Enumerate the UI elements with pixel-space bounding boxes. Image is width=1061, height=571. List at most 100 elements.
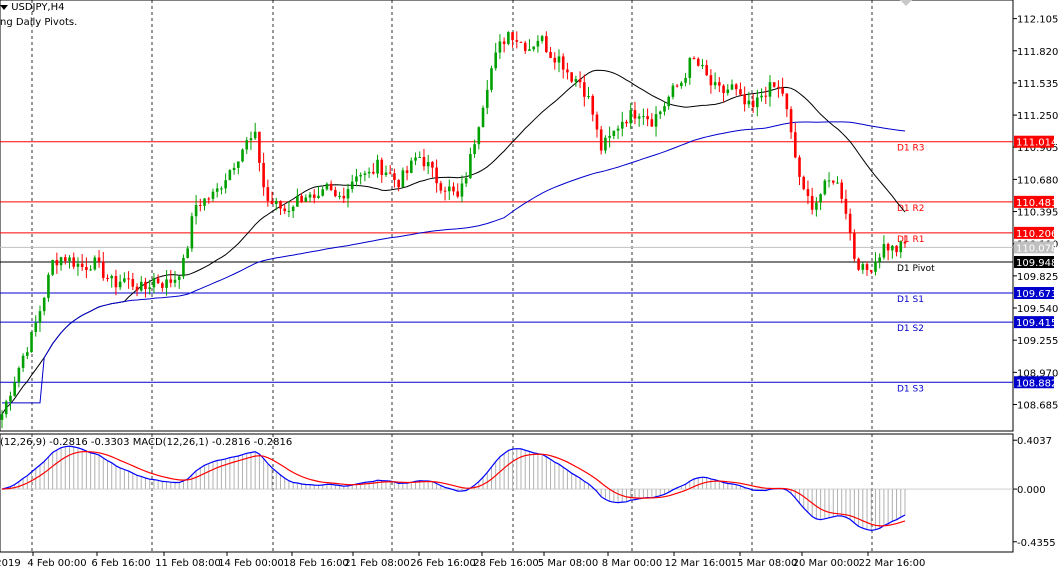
- candle-body: [4, 401, 8, 415]
- candle-body: [42, 297, 46, 312]
- candle-body: [865, 264, 869, 270]
- x-tick-label: 15 Mar 08:00: [731, 558, 798, 569]
- macd-tick-label: -0.4355: [1017, 538, 1056, 549]
- candle-body: [810, 195, 814, 210]
- pivot-lines: D1 R3 D1 R2 D1 R1 D1 Pivot D1 S1 D1 S2 D1 S3: [0, 141, 1013, 394]
- candle-body: [110, 276, 114, 279]
- candle-body: [688, 58, 692, 78]
- candle-body: [439, 183, 443, 191]
- candle-body: [325, 183, 329, 190]
- candle-body: [338, 195, 341, 197]
- x-tick-label: 2019: [0, 558, 21, 569]
- candle-body: [249, 138, 253, 141]
- candle-body: [583, 82, 586, 97]
- candle-body: [342, 195, 346, 199]
- candle-body: [899, 241, 903, 253]
- candle-body: [836, 182, 839, 184]
- candle-body: [511, 32, 514, 41]
- candle-body: [760, 95, 763, 98]
- x-tick-label: 11 Feb 08:00: [155, 558, 221, 569]
- candle-body: [410, 160, 413, 173]
- y-tick-label: 108.970: [1017, 368, 1058, 379]
- candle-body: [823, 180, 827, 195]
- pivot-price-tag: [1014, 255, 1054, 268]
- candle-body: [26, 352, 29, 356]
- candle-body: [566, 69, 569, 73]
- candle-body: [815, 202, 818, 210]
- pivot-price-tag: [1014, 195, 1054, 208]
- pivot-price-text: 109.415: [1016, 318, 1057, 329]
- y-tick-label: 110.395: [1017, 208, 1058, 219]
- candle-body: [549, 52, 552, 58]
- y-tick-label: 110.965: [1017, 143, 1058, 154]
- candle-body: [346, 189, 350, 199]
- candle-body: [523, 42, 527, 51]
- candle-body: [262, 162, 265, 188]
- candle-body: [431, 161, 434, 168]
- pivot-price-text: 109.673: [1016, 289, 1057, 300]
- candlesticks: [0, 31, 907, 429]
- candle-body: [148, 287, 151, 290]
- candle-body: [266, 187, 270, 201]
- candle-body: [80, 263, 84, 268]
- candle-body: [447, 186, 451, 192]
- candle-body: [97, 257, 101, 262]
- candle-body: [553, 57, 557, 63]
- candle-body: [186, 248, 189, 258]
- candle-body: [21, 355, 25, 368]
- candle-body: [882, 244, 886, 258]
- candle-body: [578, 79, 582, 83]
- candle-body: [654, 114, 658, 127]
- candle-body: [224, 180, 227, 189]
- x-tick-label: 14 Feb 00:00: [218, 558, 284, 569]
- candle-body: [680, 82, 683, 87]
- y-tick-label: 111.250: [1017, 111, 1058, 122]
- x-tick-label: 18 Feb 16:00: [283, 558, 349, 569]
- candle-body: [739, 89, 742, 95]
- candle-body: [519, 41, 523, 43]
- candle-body: [840, 182, 844, 199]
- pivot-label: D1 R3: [897, 144, 925, 154]
- candle-body: [903, 241, 907, 244]
- candle-body: [17, 367, 21, 383]
- candle-body: [388, 172, 392, 174]
- candle-body: [169, 279, 173, 283]
- candle-body: [705, 65, 708, 76]
- candle-body: [793, 132, 797, 158]
- candle-body: [291, 206, 295, 212]
- candle-body: [895, 245, 898, 253]
- candle-body: [283, 208, 287, 212]
- pivot-price-text: 110.481: [1016, 198, 1057, 209]
- pivot-price-text: 108.882: [1016, 378, 1057, 389]
- candle-body: [713, 82, 717, 86]
- candle-body: [604, 137, 607, 151]
- candle-body: [118, 281, 122, 288]
- candle-body: [435, 167, 438, 184]
- candle-body: [173, 279, 177, 283]
- candle-body: [329, 183, 333, 191]
- candle-body: [692, 58, 696, 60]
- candle-body: [401, 170, 405, 188]
- candle-body: [207, 198, 211, 200]
- y-tick-label: 109.540: [1017, 304, 1058, 315]
- candle-body: [718, 82, 721, 86]
- pivot-price-tag: [1014, 287, 1054, 300]
- candle-body: [355, 176, 358, 182]
- price-axis: 112.105 111.820 111.535 111.250 110.965 110.6…: [1013, 15, 1058, 549]
- candle-body: [203, 198, 206, 206]
- candle-body: [481, 107, 485, 128]
- candle-body: [460, 183, 464, 197]
- candle-body: [658, 111, 662, 115]
- candle-body: [819, 194, 822, 203]
- candle-body: [498, 41, 502, 53]
- candle-body: [625, 121, 628, 124]
- candle-body: [494, 52, 497, 69]
- candle-body: [696, 58, 700, 66]
- candle-body: [321, 189, 324, 196]
- macd-tick-label: 0.000: [1017, 485, 1046, 496]
- candle-body: [751, 100, 755, 108]
- candle-body: [853, 232, 856, 259]
- dropdown-icon[interactable]: [0, 4, 8, 10]
- candle-body: [469, 153, 472, 179]
- scroll-indicator-icon[interactable]: [900, 0, 912, 6]
